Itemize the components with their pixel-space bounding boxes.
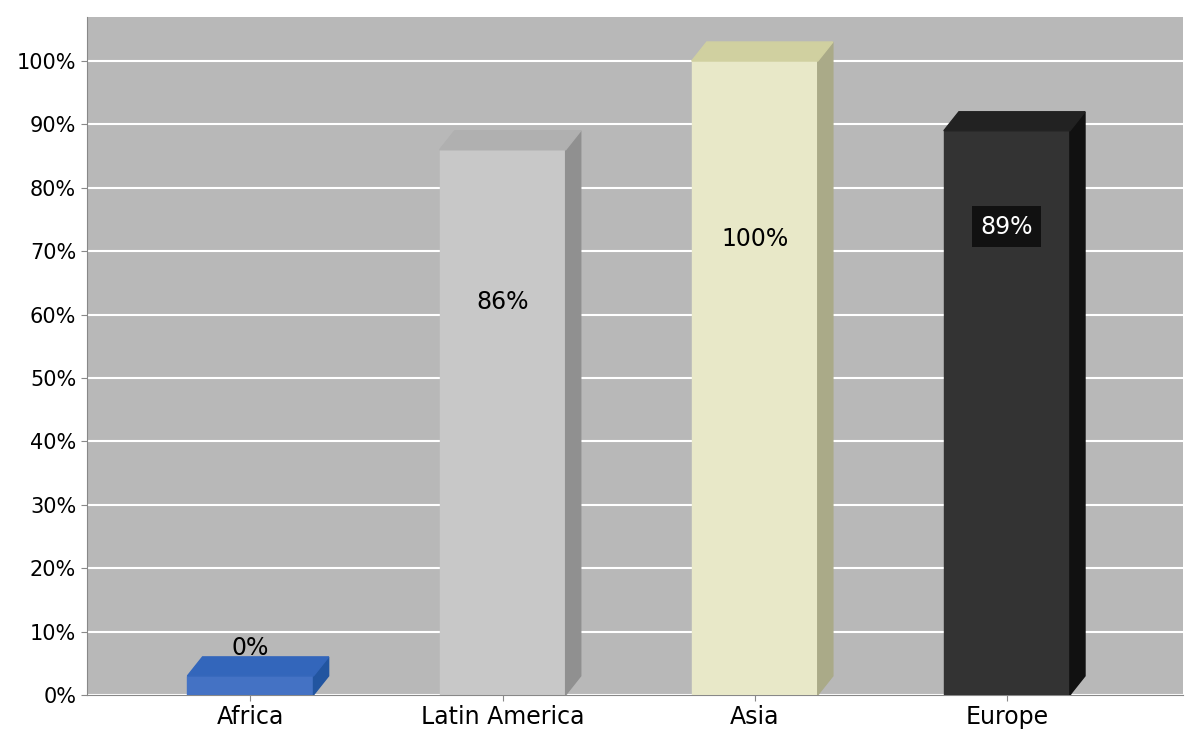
Bar: [691, 61, 817, 695]
Text: 89%: 89%: [980, 215, 1033, 239]
Bar: [187, 676, 313, 695]
Polygon shape: [439, 131, 581, 150]
Polygon shape: [1070, 112, 1085, 695]
Text: 0%: 0%: [232, 636, 269, 660]
Text: 100%: 100%: [721, 227, 788, 251]
Bar: [439, 150, 565, 695]
Polygon shape: [565, 131, 581, 695]
Text: 86%: 86%: [476, 290, 529, 314]
Polygon shape: [313, 657, 329, 695]
Bar: [944, 131, 1070, 695]
Polygon shape: [187, 657, 329, 676]
Polygon shape: [817, 42, 833, 695]
Polygon shape: [944, 112, 1085, 131]
Polygon shape: [691, 42, 833, 61]
